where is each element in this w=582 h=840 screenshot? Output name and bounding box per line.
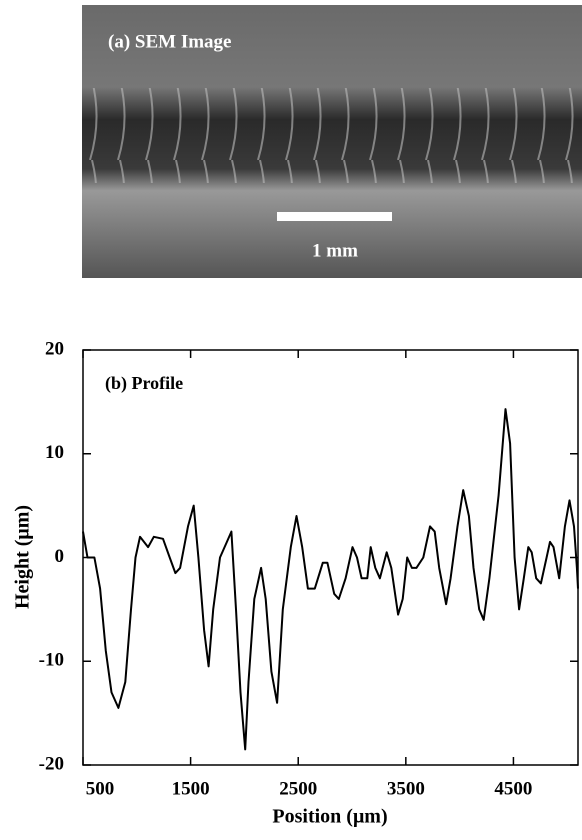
y-tick-label: 20 — [45, 338, 64, 359]
x-tick-label: 2500 — [279, 778, 317, 799]
x-tick-label: 1500 — [172, 778, 210, 799]
y-tick-label: -20 — [39, 753, 64, 774]
panel-label: (a) SEM Image — [108, 31, 231, 52]
y-tick-label: 10 — [45, 442, 64, 463]
profile-line — [82, 408, 579, 751]
x-tick-label: 500 — [86, 778, 115, 799]
y-tick-label: -10 — [39, 650, 64, 671]
y-axis-label: Height (μm) — [12, 505, 34, 609]
sem-image — [82, 5, 582, 278]
annotation: (b) Profile — [105, 373, 183, 394]
x-axis-label: Position (μm) — [272, 806, 387, 828]
y-tick-label: 0 — [55, 546, 65, 567]
scale-bar-label: 1 mm — [312, 240, 358, 261]
plot-frame — [82, 349, 579, 766]
x-tick-label: 4500 — [494, 778, 532, 799]
x-tick-label: 3500 — [387, 778, 425, 799]
